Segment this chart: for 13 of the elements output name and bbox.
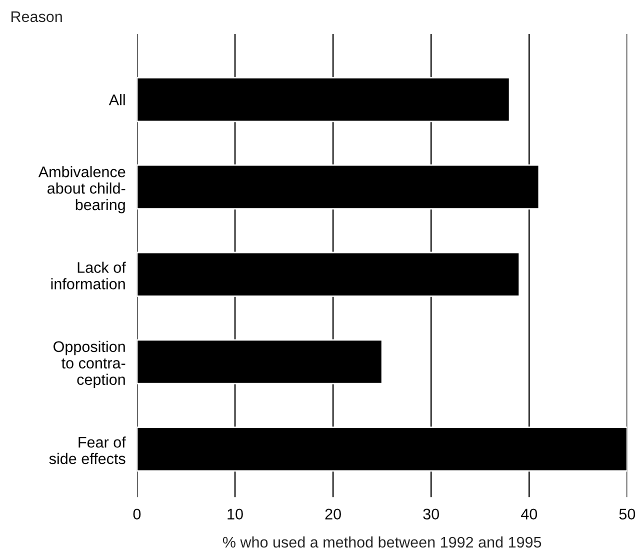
x-tick-label: 30: [423, 508, 440, 520]
y-tick-label: Lack of information: [51, 262, 126, 290]
y-tick-label: All: [108, 94, 125, 106]
x-tick-label: 20: [325, 508, 341, 520]
y-tick-label: Ambivalence about child- bearing: [38, 166, 126, 214]
x-axis-title: % who used a method between 1992 and 1995: [222, 536, 542, 548]
x-tick-label: 50: [619, 508, 636, 520]
x-tick-label: 10: [228, 508, 243, 520]
y-tick-label: Fear of side effects: [49, 436, 126, 464]
y-tick-label: Opposition to contra- ception: [54, 340, 126, 388]
y-axis-title: Reason: [11, 11, 62, 22]
x-tick-label: 0: [133, 508, 141, 520]
x-tick-label: 40: [521, 508, 538, 520]
